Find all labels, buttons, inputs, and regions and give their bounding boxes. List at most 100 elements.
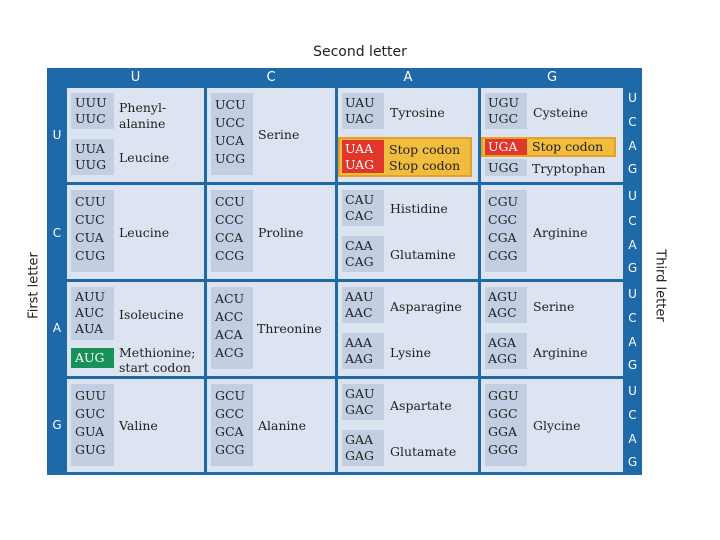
- codon: CAG: [345, 254, 374, 269]
- codon: CAU: [345, 192, 375, 207]
- codon: GCU: [215, 388, 246, 403]
- third-letter: C: [628, 408, 637, 422]
- amino-acid: Leucine: [119, 150, 170, 165]
- first-letter-label: First letter: [26, 252, 42, 319]
- row-header-a: A: [52, 321, 62, 335]
- amino-acid: Tryptophan: [532, 161, 606, 176]
- codon: UCG: [215, 151, 246, 166]
- codon-group: [211, 287, 253, 369]
- amino-acid: Proline: [258, 225, 304, 240]
- stop-codon-marker: [342, 140, 384, 173]
- amino-acid: Valine: [119, 418, 158, 433]
- codon-group: [71, 190, 114, 272]
- codon: GGC: [488, 406, 518, 421]
- codon-group: [211, 190, 253, 272]
- amino-acid: start codon: [119, 360, 191, 375]
- start-codon-marker: [71, 348, 114, 368]
- third-letter: G: [627, 358, 638, 372]
- codon: CUG: [75, 248, 106, 263]
- codon: AGG: [488, 351, 517, 366]
- stop-codon: UGA: [488, 139, 518, 154]
- codon: GCG: [215, 442, 245, 457]
- column-header-g: G: [546, 70, 558, 85]
- amino-acid: Serine: [258, 127, 300, 142]
- codon-group: [485, 93, 527, 129]
- amino-acid: Isoleucine: [119, 307, 184, 322]
- codon-group: [71, 384, 114, 466]
- codon: AAC: [345, 305, 373, 320]
- amino-acid: Aspartate: [390, 398, 452, 413]
- codon-group: [71, 139, 114, 175]
- stop-codon: UAA: [345, 141, 374, 156]
- codon: UUU: [75, 95, 107, 110]
- third-letter: C: [628, 115, 637, 129]
- amino-acid: Glutamate: [390, 444, 457, 459]
- third-letter: A: [628, 432, 637, 446]
- codon-group: [342, 190, 384, 226]
- codon-group: [485, 190, 527, 272]
- amino-acid: Tyrosine: [390, 105, 445, 120]
- amino-acid: Glycine: [533, 418, 581, 433]
- amino-acid: Arginine: [533, 345, 588, 360]
- codon: ACC: [215, 309, 244, 324]
- codon: CUU: [75, 194, 106, 209]
- codon: CUC: [75, 212, 105, 227]
- codon: CUA: [75, 230, 104, 245]
- amino-acid: Lysine: [390, 345, 432, 360]
- codon: AUU: [75, 289, 106, 304]
- third-letter: U: [628, 91, 637, 105]
- codon-group: [71, 93, 114, 129]
- codon-group: [485, 333, 527, 369]
- amino-acid: Cysteine: [533, 105, 588, 120]
- second-letter-title: Second letter: [313, 44, 407, 60]
- stop-codon: UAG: [345, 157, 375, 172]
- amino-acid: Glutamine: [390, 247, 456, 262]
- codon: GGU: [488, 388, 519, 403]
- codon: UGC: [488, 111, 519, 126]
- codon: UGG: [488, 160, 519, 175]
- third-letter: U: [628, 384, 637, 398]
- codon: GUC: [75, 406, 106, 421]
- third-letter: U: [628, 287, 637, 301]
- amino-acid: Threonine: [257, 321, 322, 336]
- codon: CCA: [215, 230, 244, 245]
- codon: ACA: [215, 327, 243, 342]
- codon: GAU: [345, 386, 375, 401]
- codon: AAG: [345, 351, 374, 366]
- codon-group: [211, 93, 253, 175]
- third-letter: G: [627, 261, 638, 275]
- third-letter: A: [628, 139, 637, 153]
- amino-acid: Phenyl-: [119, 100, 167, 115]
- codon: GGG: [488, 442, 518, 457]
- codon: GGA: [488, 424, 517, 439]
- codon: AGC: [488, 305, 517, 320]
- codon: CCU: [215, 194, 245, 209]
- codon: CGC: [488, 212, 518, 227]
- third-letter: A: [628, 335, 637, 349]
- row-header-g: G: [52, 418, 62, 432]
- codon: AAA: [345, 335, 373, 350]
- stop-codon-marker: [485, 139, 527, 155]
- codon-group: [485, 159, 527, 176]
- codon: GUU: [75, 388, 107, 403]
- column-header-c: C: [266, 70, 276, 85]
- column-header-a: A: [403, 70, 413, 85]
- codon-group: [485, 287, 527, 323]
- codon: UUG: [75, 157, 107, 172]
- codon: CGA: [488, 230, 517, 245]
- codon: ACU: [215, 291, 245, 306]
- third-letter: A: [628, 238, 637, 252]
- codon: GAA: [345, 432, 374, 447]
- codon: GCA: [215, 424, 244, 439]
- codon: CGG: [488, 248, 518, 263]
- row-header-c: C: [52, 226, 62, 240]
- codon: UAC: [345, 111, 374, 126]
- codon: AAU: [345, 289, 374, 304]
- amino-acid: Arginine: [533, 225, 588, 240]
- third-letter: G: [627, 455, 638, 469]
- codon-group: [342, 384, 384, 420]
- codon: AUC: [75, 305, 105, 320]
- codon-group: [342, 93, 384, 129]
- amino-acid: Alanine: [258, 418, 306, 433]
- codon: AUA: [75, 321, 104, 336]
